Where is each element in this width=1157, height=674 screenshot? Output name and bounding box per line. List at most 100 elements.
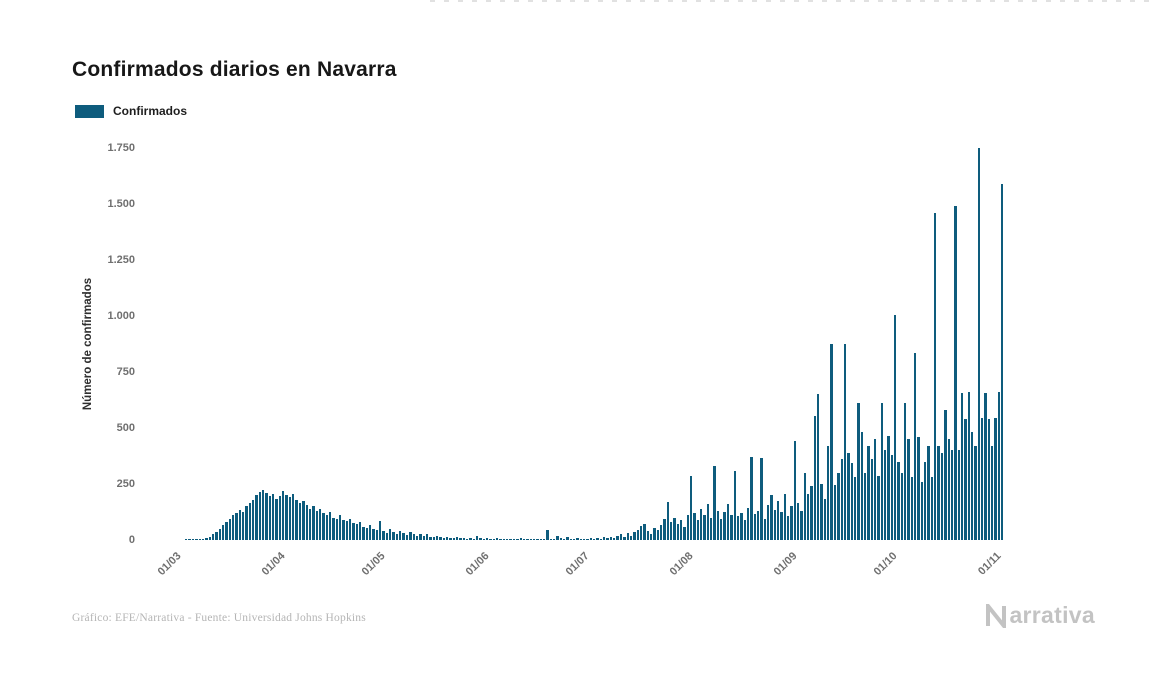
bar[interactable] [599, 538, 603, 540]
bar[interactable] [984, 393, 987, 540]
bar[interactable] [954, 206, 957, 540]
bar[interactable] [422, 535, 425, 540]
bar[interactable] [603, 537, 606, 540]
bar[interactable] [987, 419, 990, 540]
bar[interactable] [713, 466, 716, 540]
bar[interactable] [559, 538, 562, 540]
bar[interactable] [218, 528, 221, 540]
bar[interactable] [409, 532, 412, 540]
bar[interactable] [850, 462, 853, 540]
bar[interactable] [887, 435, 890, 540]
bar[interactable] [282, 490, 285, 540]
bar[interactable] [873, 439, 877, 540]
bar[interactable] [857, 403, 860, 540]
bar[interactable] [817, 394, 820, 540]
bar[interactable] [486, 538, 489, 540]
bar[interactable] [867, 445, 870, 540]
bar[interactable] [476, 536, 479, 540]
bar[interactable] [997, 392, 1000, 540]
bar[interactable] [683, 526, 686, 540]
bar[interactable] [853, 477, 857, 540]
bar[interactable] [252, 499, 255, 540]
bar[interactable] [352, 523, 355, 540]
bar[interactable] [763, 518, 766, 540]
bar[interactable] [686, 515, 690, 540]
bar[interactable] [415, 535, 419, 540]
legend-item-confirmados[interactable]: Confirmados [75, 104, 187, 118]
bar[interactable] [733, 470, 736, 540]
bar[interactable] [489, 538, 492, 540]
bar[interactable] [756, 510, 760, 540]
bar[interactable] [706, 504, 710, 540]
bar[interactable] [974, 445, 977, 540]
bar[interactable] [823, 498, 827, 540]
bar[interactable] [937, 445, 940, 540]
bar[interactable] [639, 526, 643, 540]
bar[interactable] [569, 538, 572, 540]
bar[interactable] [472, 538, 476, 540]
bar[interactable] [743, 519, 746, 540]
bar[interactable] [258, 491, 262, 540]
bar[interactable] [776, 500, 780, 540]
bar[interactable] [750, 457, 753, 540]
bar[interactable] [185, 539, 188, 540]
bar[interactable] [345, 520, 348, 540]
bar[interactable] [787, 516, 790, 540]
bar[interactable] [696, 519, 700, 540]
bar[interactable] [442, 537, 445, 540]
bar[interactable] [830, 344, 833, 540]
bar[interactable] [462, 537, 465, 540]
bar[interactable] [613, 537, 616, 540]
bar[interactable] [917, 436, 920, 540]
bar[interactable] [365, 527, 369, 540]
bar[interactable] [529, 538, 532, 540]
bar[interactable] [609, 536, 613, 540]
bar[interactable] [810, 486, 813, 540]
bar[interactable] [546, 529, 549, 540]
bar[interactable] [215, 532, 218, 540]
bar[interactable] [499, 538, 502, 540]
bar[interactable] [235, 513, 238, 540]
bar[interactable] [583, 538, 586, 540]
bar[interactable] [375, 529, 379, 540]
bar[interactable] [663, 518, 666, 540]
bar[interactable] [542, 539, 546, 540]
bar[interactable] [512, 539, 516, 540]
bar[interactable] [432, 537, 435, 540]
bar[interactable] [827, 445, 830, 540]
bar[interactable] [532, 539, 536, 540]
bar[interactable] [863, 472, 867, 540]
bar[interactable] [980, 417, 984, 540]
bar[interactable] [519, 538, 522, 540]
bar[interactable] [680, 519, 683, 540]
bar[interactable] [492, 539, 496, 540]
bar[interactable] [238, 509, 241, 540]
bar[interactable] [292, 494, 295, 540]
bar[interactable] [255, 495, 258, 540]
bar[interactable] [700, 508, 703, 540]
bar[interactable] [372, 528, 375, 540]
bar[interactable] [552, 539, 556, 540]
bar[interactable] [977, 148, 980, 540]
bar[interactable] [1001, 183, 1004, 540]
bar[interactable] [930, 477, 934, 540]
bar[interactable] [385, 533, 389, 540]
bar[interactable] [549, 538, 552, 540]
bar[interactable] [322, 513, 325, 540]
bar[interactable] [208, 536, 211, 540]
bar[interactable] [225, 522, 228, 540]
bar[interactable] [318, 508, 322, 540]
bar[interactable] [211, 534, 215, 540]
bar[interactable] [452, 538, 455, 540]
bar[interactable] [362, 526, 365, 540]
bar[interactable] [188, 539, 191, 540]
bar[interactable] [315, 510, 318, 540]
bar[interactable] [228, 518, 231, 540]
bar[interactable] [944, 410, 947, 540]
bar[interactable] [914, 352, 917, 540]
bar[interactable] [636, 529, 639, 540]
bar[interactable] [669, 522, 673, 540]
bar[interactable] [312, 506, 315, 540]
bar[interactable] [305, 505, 308, 540]
bar[interactable] [649, 533, 653, 540]
